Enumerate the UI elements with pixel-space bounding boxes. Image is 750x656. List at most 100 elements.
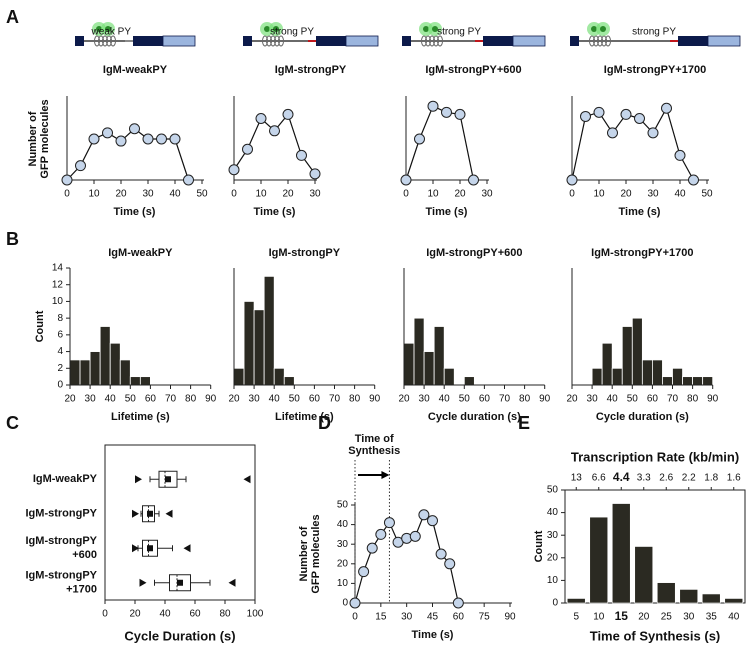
x-tick-label: 40 bbox=[159, 609, 171, 620]
y-axis-label: Count bbox=[34, 310, 46, 342]
panel-title: IgM-strongPY+1700 bbox=[591, 247, 693, 259]
panel-title: IgM-strongPY bbox=[269, 247, 341, 259]
coil bbox=[597, 35, 603, 47]
point bbox=[468, 174, 479, 186]
point bbox=[409, 530, 421, 542]
coil bbox=[601, 35, 607, 47]
x-tick-label: 90 bbox=[539, 394, 551, 405]
construct-label: strong PY bbox=[270, 27, 314, 38]
category-label: +600 bbox=[72, 549, 97, 561]
panel-letter: E bbox=[518, 413, 530, 433]
x-tick-label: 60 bbox=[309, 394, 321, 405]
coil bbox=[270, 35, 276, 47]
point bbox=[427, 515, 438, 527]
bar bbox=[119, 359, 131, 386]
x-tick-label: 70 bbox=[165, 394, 177, 405]
frame bbox=[564, 489, 746, 604]
series-line bbox=[66, 127, 190, 181]
coil bbox=[425, 35, 431, 47]
bar bbox=[283, 376, 295, 386]
point bbox=[441, 106, 452, 118]
point bbox=[435, 548, 447, 560]
mean bbox=[165, 476, 171, 483]
exon-light bbox=[707, 35, 741, 47]
x-tick-label: 15 bbox=[375, 612, 387, 623]
x-tick-label: 40 bbox=[728, 612, 740, 623]
point bbox=[375, 528, 387, 540]
panel-title: IgM-strongPY+600 bbox=[426, 247, 522, 259]
x-tick-label: 20 bbox=[398, 394, 410, 405]
x-axis-label: Cycle duration (s) bbox=[428, 411, 521, 423]
coil bbox=[437, 35, 443, 47]
coil bbox=[266, 35, 272, 47]
x-tick-label: 20 bbox=[620, 189, 632, 200]
point bbox=[75, 160, 86, 172]
exon-start bbox=[570, 36, 579, 46]
bar bbox=[662, 376, 673, 386]
coil bbox=[110, 35, 116, 47]
panel-title: IgM-weakPY bbox=[103, 64, 168, 76]
bar bbox=[672, 367, 683, 386]
top-label: 1.8 bbox=[704, 473, 718, 484]
coil bbox=[421, 35, 427, 47]
point bbox=[255, 113, 267, 124]
point bbox=[142, 133, 154, 145]
bar bbox=[433, 326, 445, 386]
y-tick-label: 8 bbox=[57, 313, 63, 324]
x-tick-label: 20 bbox=[228, 394, 240, 405]
point bbox=[452, 597, 464, 609]
point bbox=[674, 149, 686, 161]
coil bbox=[589, 35, 595, 47]
coil bbox=[274, 35, 280, 47]
bar bbox=[263, 275, 275, 386]
coil bbox=[429, 35, 435, 47]
x-tick-label: 15 bbox=[615, 609, 629, 623]
point bbox=[444, 558, 456, 570]
x-tick-label: 40 bbox=[439, 394, 451, 405]
x-tick-label: 30 bbox=[587, 394, 599, 405]
min-marker bbox=[139, 578, 147, 587]
x-tick-label: 90 bbox=[205, 394, 217, 405]
y-tick-label: 20 bbox=[337, 558, 349, 569]
bar bbox=[423, 351, 435, 386]
panel-letter: B bbox=[6, 229, 19, 249]
x-tick-label: 30 bbox=[683, 612, 695, 623]
point bbox=[634, 113, 645, 124]
x-axis-label: Cycle Duration (s) bbox=[124, 628, 235, 643]
point bbox=[607, 127, 618, 139]
construct-label: weak PY bbox=[91, 27, 132, 38]
y-tick-label: 0 bbox=[57, 380, 63, 391]
bar bbox=[243, 301, 255, 386]
y-tick-label: 50 bbox=[337, 500, 349, 511]
x-tick-label: 60 bbox=[189, 609, 201, 620]
bar bbox=[253, 309, 265, 386]
x-tick-label: 60 bbox=[145, 394, 157, 405]
x-axis-label: Time (s) bbox=[412, 629, 454, 641]
construct-label: strong PY bbox=[632, 27, 676, 38]
x-tick-label: 20 bbox=[638, 612, 650, 623]
point bbox=[282, 108, 294, 120]
panel-letter: D bbox=[318, 413, 331, 433]
coil bbox=[98, 35, 104, 47]
y-tick-label: 12 bbox=[52, 279, 64, 290]
y-tick-label: 40 bbox=[337, 519, 349, 530]
mean bbox=[177, 579, 183, 586]
x-tick-label: 50 bbox=[701, 189, 713, 200]
x-tick-label: 50 bbox=[196, 189, 208, 200]
bar bbox=[611, 503, 631, 604]
max-marker bbox=[183, 544, 191, 553]
gfp bbox=[423, 26, 429, 32]
bar bbox=[589, 516, 609, 604]
x-tick-label: 90 bbox=[707, 394, 719, 405]
point bbox=[296, 149, 307, 161]
x-axis-label: Time (s) bbox=[114, 206, 156, 218]
bar bbox=[656, 582, 676, 604]
coil bbox=[433, 35, 439, 47]
x-tick-label: 20 bbox=[282, 189, 294, 200]
coil bbox=[605, 35, 611, 47]
coil bbox=[94, 35, 100, 47]
x-tick-label: 10 bbox=[255, 189, 267, 200]
construct-label: strong PY bbox=[437, 27, 481, 38]
bar bbox=[79, 359, 91, 386]
category-label: IgM-strongPY bbox=[26, 570, 98, 582]
